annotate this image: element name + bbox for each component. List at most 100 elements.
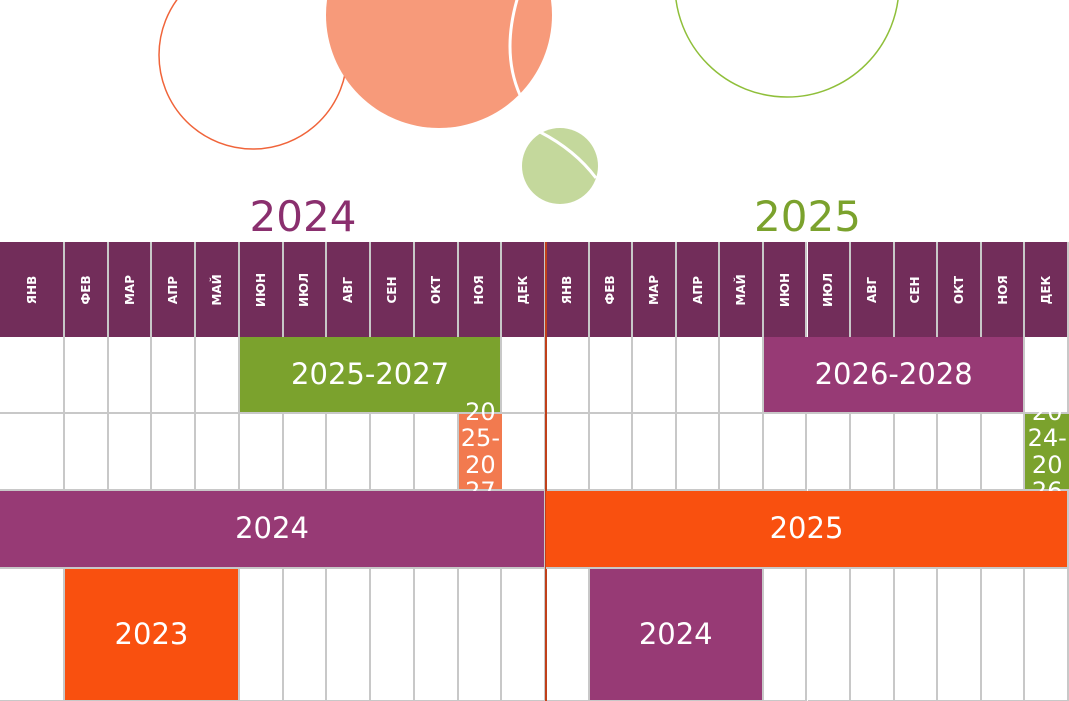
cell bbox=[1025, 569, 1069, 701]
bar: 2025-2027 bbox=[458, 399, 503, 504]
year-label: 2024 bbox=[249, 192, 357, 241]
month-label: ОКТ bbox=[428, 275, 443, 304]
cell bbox=[371, 414, 415, 491]
cell bbox=[196, 337, 240, 414]
month-label: ЯНВ bbox=[24, 275, 39, 304]
month-header: ИЮЛ bbox=[283, 242, 328, 337]
cell bbox=[108, 337, 153, 414]
cell bbox=[633, 414, 677, 491]
cell bbox=[589, 337, 634, 414]
month-header: ИЮЛ bbox=[807, 242, 852, 337]
month-header: ЯНВ bbox=[0, 242, 65, 337]
month-label: АПР bbox=[166, 275, 181, 304]
cell bbox=[283, 414, 328, 491]
cell bbox=[720, 414, 764, 491]
month-label: ИЮН bbox=[777, 272, 792, 307]
cell bbox=[851, 569, 895, 701]
cell bbox=[283, 569, 328, 701]
month-label: ОКТ bbox=[952, 275, 967, 304]
cell bbox=[589, 414, 634, 491]
month-header: ОКТ bbox=[938, 242, 982, 337]
month-label: ДЕК bbox=[1039, 275, 1054, 304]
cell bbox=[327, 569, 372, 701]
cell bbox=[981, 414, 1026, 491]
month-label: НОЯ bbox=[472, 274, 487, 305]
month-header: ЯНВ bbox=[546, 242, 590, 337]
month-label: АВГ bbox=[864, 276, 879, 303]
month-label: ИЮЛ bbox=[821, 272, 836, 307]
cell bbox=[414, 569, 459, 701]
cell bbox=[0, 414, 65, 491]
month-header: ДЕК bbox=[1025, 242, 1069, 337]
month-label: НОЯ bbox=[995, 274, 1010, 305]
month-header: МАР bbox=[633, 242, 677, 337]
cell bbox=[546, 414, 590, 491]
cell bbox=[239, 414, 284, 491]
cell bbox=[239, 569, 284, 701]
bar: 2025 bbox=[546, 491, 1067, 569]
cell bbox=[894, 414, 939, 491]
cell bbox=[763, 414, 808, 491]
cell bbox=[894, 569, 939, 701]
cell bbox=[502, 414, 546, 491]
cell bbox=[108, 414, 153, 491]
month-label: ФЕВ bbox=[78, 274, 93, 305]
bar: 2025-2027 bbox=[239, 337, 501, 414]
bar: 2024-2026 bbox=[1025, 399, 1069, 504]
cell bbox=[152, 337, 197, 414]
cell bbox=[196, 414, 240, 491]
month-label: ФЕВ bbox=[603, 274, 618, 305]
month-label: ИЮН bbox=[253, 272, 268, 307]
cell bbox=[938, 569, 982, 701]
month-header: АВГ bbox=[851, 242, 895, 337]
bar: 2024 bbox=[0, 491, 544, 569]
cell bbox=[414, 414, 459, 491]
bar: 2023 bbox=[65, 569, 238, 701]
cell bbox=[720, 337, 764, 414]
cell bbox=[981, 569, 1026, 701]
month-header: АВГ bbox=[327, 242, 372, 337]
bar: 2026-2028 bbox=[763, 337, 1024, 414]
month-label: МАР bbox=[122, 274, 137, 305]
month-label: ЯНВ bbox=[559, 275, 574, 304]
cell bbox=[807, 414, 852, 491]
cell bbox=[851, 414, 895, 491]
cell bbox=[938, 414, 982, 491]
cell bbox=[152, 414, 197, 491]
month-header: НОЯ bbox=[458, 242, 503, 337]
month-header: ДЕК bbox=[502, 242, 546, 337]
cell bbox=[502, 337, 546, 414]
month-header: ФЕВ bbox=[65, 242, 109, 337]
month-header: МАЙ bbox=[720, 242, 764, 337]
cell bbox=[633, 337, 677, 414]
cell bbox=[676, 337, 721, 414]
cell bbox=[65, 414, 109, 491]
cell bbox=[0, 569, 65, 701]
month-header: НОЯ bbox=[981, 242, 1026, 337]
month-label: СЕН bbox=[908, 275, 923, 304]
cell bbox=[371, 569, 415, 701]
cell bbox=[763, 569, 808, 701]
month-label: ДЕК bbox=[516, 275, 531, 304]
cell bbox=[502, 569, 546, 701]
month-header: СЕН bbox=[371, 242, 415, 337]
cell bbox=[0, 337, 65, 414]
month-header: ФЕВ bbox=[589, 242, 634, 337]
month-header: ИЮН bbox=[763, 242, 808, 337]
month-label: ИЮЛ bbox=[297, 272, 312, 307]
month-header: АПР bbox=[152, 242, 197, 337]
month-header: ОКТ bbox=[414, 242, 459, 337]
cell bbox=[676, 414, 721, 491]
cell bbox=[1025, 337, 1069, 414]
month-label: АПР bbox=[690, 275, 705, 304]
month-header: МАЙ bbox=[196, 242, 240, 337]
month-header: ИЮН bbox=[239, 242, 284, 337]
cell bbox=[65, 337, 109, 414]
month-header: АПР bbox=[676, 242, 721, 337]
cell bbox=[327, 414, 372, 491]
month-label: АВГ bbox=[341, 276, 356, 303]
month-label: СЕН bbox=[384, 275, 399, 304]
cell bbox=[807, 569, 852, 701]
month-label: МАР bbox=[646, 274, 661, 305]
